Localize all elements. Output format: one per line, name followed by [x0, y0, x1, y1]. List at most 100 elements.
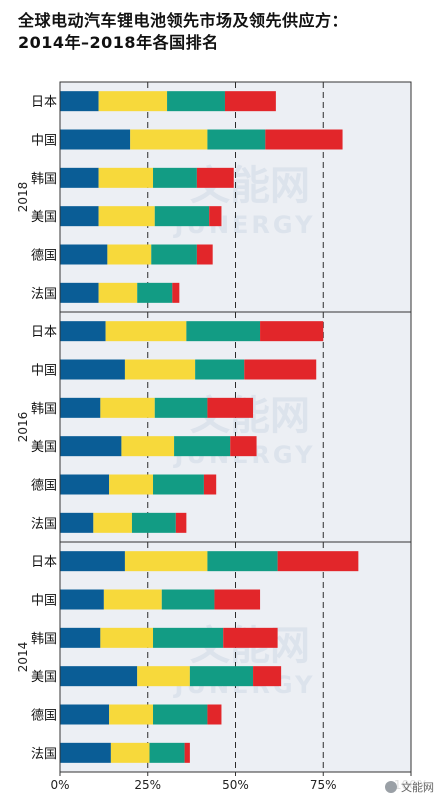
bar-segment	[207, 129, 266, 150]
bar-segment	[149, 742, 185, 763]
bar-segment	[109, 704, 154, 725]
bar-segment	[60, 282, 99, 303]
bar-segment	[195, 359, 245, 380]
bar-segment	[174, 436, 231, 457]
bar-segment	[230, 436, 257, 457]
bar-segment	[244, 359, 317, 380]
bar-segment	[137, 666, 190, 687]
bar-segment	[100, 397, 155, 418]
bar-segment	[60, 704, 110, 725]
bar-segment	[161, 589, 215, 610]
bar-segment	[172, 282, 180, 303]
bar-segment	[60, 91, 99, 112]
country-label: 韩国	[31, 402, 57, 417]
bar-segment	[277, 551, 359, 572]
chart-title-line2: 2014年–2018年各国排名	[18, 33, 219, 52]
country-label: 中国	[31, 134, 57, 149]
bar-segment	[60, 589, 104, 610]
bar-segment	[60, 129, 131, 150]
country-label: 韩国	[31, 172, 57, 187]
bar-segment	[60, 666, 138, 687]
bar-segment	[207, 397, 254, 418]
bar-segment	[186, 321, 261, 342]
bar-segment	[154, 206, 210, 227]
bar-segment	[60, 551, 125, 572]
bar-segment	[209, 206, 222, 227]
country-label: 美国	[31, 210, 57, 225]
bar-segment	[207, 704, 222, 725]
bar-segment	[60, 474, 110, 495]
bar-segment	[153, 704, 208, 725]
bar-segment	[253, 666, 282, 687]
bar-segment	[60, 321, 106, 342]
bar-segment	[60, 206, 99, 227]
bar-segment	[154, 397, 208, 418]
country-label: 法国	[31, 287, 57, 302]
bar-segment	[203, 474, 217, 495]
year-label: 2014	[16, 642, 30, 673]
country-label: 德国	[31, 709, 57, 724]
wechat-watermark: 文能网	[381, 778, 438, 796]
x-tick-label: 0%	[50, 778, 69, 792]
bar-segment	[196, 167, 234, 188]
bar-segment	[151, 244, 197, 265]
bar-segment	[153, 627, 224, 648]
bar-segment	[224, 91, 276, 112]
x-tick-label: 50%	[222, 778, 249, 792]
bar-segment	[60, 742, 111, 763]
bar-segment	[100, 627, 154, 648]
bar-segment	[214, 589, 261, 610]
bar-segment	[98, 282, 138, 303]
bar-segment	[137, 282, 173, 303]
bar-segment	[124, 551, 208, 572]
bar-segment	[60, 359, 125, 380]
bar-segment	[93, 512, 132, 533]
bar-segment	[153, 167, 197, 188]
title-block: 全球电动汽车锂电池领先市场及领先供应方： 2014年–2018年各国排名	[18, 10, 438, 54]
bar-segment	[175, 512, 187, 533]
bar-segment	[60, 244, 108, 265]
year-label: 2016	[16, 412, 30, 443]
bar-segment	[121, 436, 175, 457]
bar-segment	[107, 244, 152, 265]
bar-segment	[265, 129, 343, 150]
bar-segment	[60, 397, 101, 418]
x-tick-label: 75%	[310, 778, 337, 792]
bar-segment	[98, 91, 168, 112]
country-label: 美国	[31, 670, 57, 685]
chart-title-line1: 全球电动汽车锂电池领先市场及领先供应方：	[18, 11, 349, 30]
bar-segment	[60, 512, 94, 533]
country-label: 中国	[31, 594, 57, 609]
year-label: 2018	[16, 182, 30, 213]
bar-segment	[167, 91, 225, 112]
country-label: 法国	[31, 747, 57, 762]
country-label: 法国	[31, 517, 57, 532]
watermark-corner-text: 文能网	[401, 781, 434, 794]
bar-segment	[60, 167, 99, 188]
bar-segment	[260, 321, 324, 342]
bar-segment	[98, 167, 154, 188]
country-label: 中国	[31, 364, 57, 379]
bar-segment	[110, 742, 150, 763]
bar-segment	[131, 512, 176, 533]
country-label: 日本	[31, 325, 57, 340]
country-label: 日本	[31, 95, 57, 110]
bar-segment	[98, 206, 155, 227]
bar-segment	[105, 321, 187, 342]
bar-segment	[109, 474, 154, 495]
country-label: 日本	[31, 555, 57, 570]
bar-segment	[60, 436, 122, 457]
bar-segment	[207, 551, 278, 572]
bar-segment	[103, 589, 162, 610]
bar-segment	[223, 627, 278, 648]
bar-segment	[196, 244, 213, 265]
country-label: 韩国	[31, 632, 57, 647]
bar-segment	[60, 627, 101, 648]
bar-segment	[130, 129, 208, 150]
bar-segment	[184, 742, 190, 763]
country-label: 美国	[31, 440, 57, 455]
wechat-icon	[385, 781, 397, 793]
bar-segment	[153, 474, 204, 495]
country-label: 德国	[31, 249, 57, 264]
